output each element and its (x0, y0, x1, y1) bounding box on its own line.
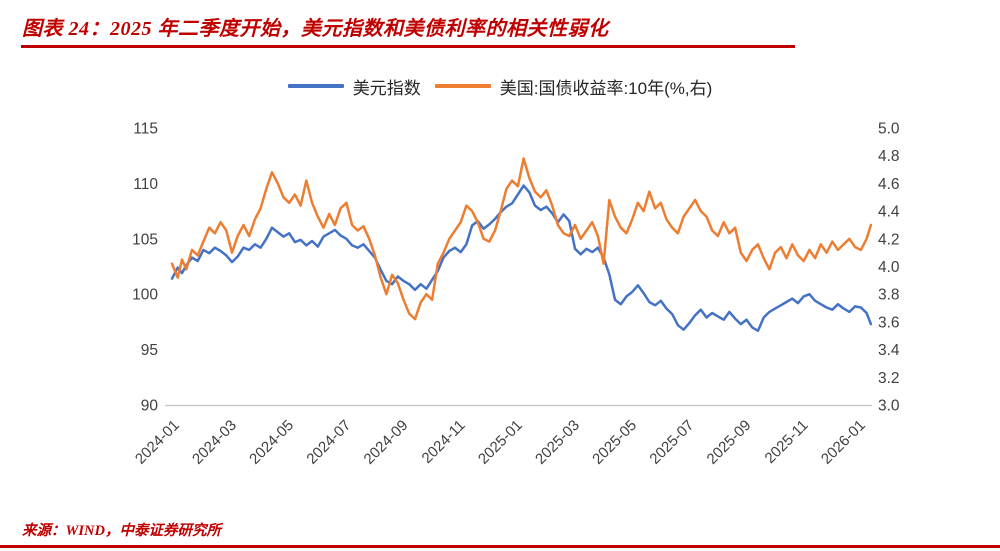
svg-text:3.0: 3.0 (878, 398, 900, 415)
legend-item-treasury-yield: 美国:国债收益率:10年(%,右) (434, 74, 713, 99)
y-axis-right-labels: 3.0 3.2 3.4 3.6 3.8 4.0 4.2 4.4 4.6 4.8 5.0 (878, 121, 900, 415)
svg-text:90: 90 (141, 398, 159, 415)
svg-text:2025-05: 2025-05 (589, 417, 640, 468)
svg-text:3.6: 3.6 (878, 314, 900, 331)
svg-text:5.0: 5.0 (878, 121, 900, 138)
svg-text:3.2: 3.2 (878, 370, 900, 387)
title-underline (21, 45, 795, 48)
legend-line-orange-icon (434, 84, 491, 88)
svg-text:2026-01: 2026-01 (818, 417, 869, 468)
figure-title: 图表 24：2025 年二季度开始，美元指数和美债利率的相关性弱化 (22, 18, 609, 40)
svg-text:2024-09: 2024-09 (361, 417, 412, 468)
x-axis-labels: 2024-01 2024-03 2024-05 2024-07 2024-09 2024-… (132, 417, 869, 468)
legend-item-dollar-index: 美元指数 (287, 74, 421, 99)
legend-label-treasury-yield: 美国:国债收益率:10年(%,右) (499, 78, 713, 98)
y-axis-left-labels: 90 95 100 105 110 115 (132, 121, 158, 415)
svg-text:4.6: 4.6 (878, 176, 900, 193)
svg-text:2024-07: 2024-07 (303, 417, 354, 468)
svg-text:4.2: 4.2 (878, 231, 900, 248)
svg-text:110: 110 (133, 176, 158, 193)
svg-text:2025-11: 2025-11 (762, 417, 812, 467)
legend-line-blue-icon (287, 84, 344, 88)
svg-text:3.4: 3.4 (878, 342, 900, 359)
chart-legend: 美元指数 美国:国债收益率:10年(%,右) (0, 74, 1000, 98)
svg-text:2025-03: 2025-03 (532, 417, 583, 468)
svg-text:4.4: 4.4 (878, 204, 900, 221)
svg-text:115: 115 (133, 121, 158, 138)
svg-text:105: 105 (132, 231, 158, 248)
treasury-yield-line (170, 157, 873, 321)
svg-text:4.0: 4.0 (878, 259, 900, 276)
svg-text:100: 100 (132, 287, 158, 304)
dollar-index-line (170, 184, 873, 333)
svg-text:2024-03: 2024-03 (189, 417, 240, 468)
svg-text:3.8: 3.8 (878, 287, 900, 304)
footer-rule (0, 545, 1000, 548)
svg-text:2025-07: 2025-07 (646, 417, 697, 468)
svg-text:2025-09: 2025-09 (704, 417, 755, 468)
svg-text:2025-01: 2025-01 (475, 417, 526, 468)
legend-label-dollar-index: 美元指数 (352, 78, 421, 98)
svg-text:95: 95 (141, 342, 158, 359)
svg-text:4.8: 4.8 (878, 148, 900, 165)
svg-text:2024-11: 2024-11 (419, 417, 469, 467)
svg-text:2024-01: 2024-01 (132, 417, 183, 468)
svg-text:2024-05: 2024-05 (246, 417, 297, 468)
source-note: 来源：WIND，中泰证券研究所 (22, 523, 221, 539)
